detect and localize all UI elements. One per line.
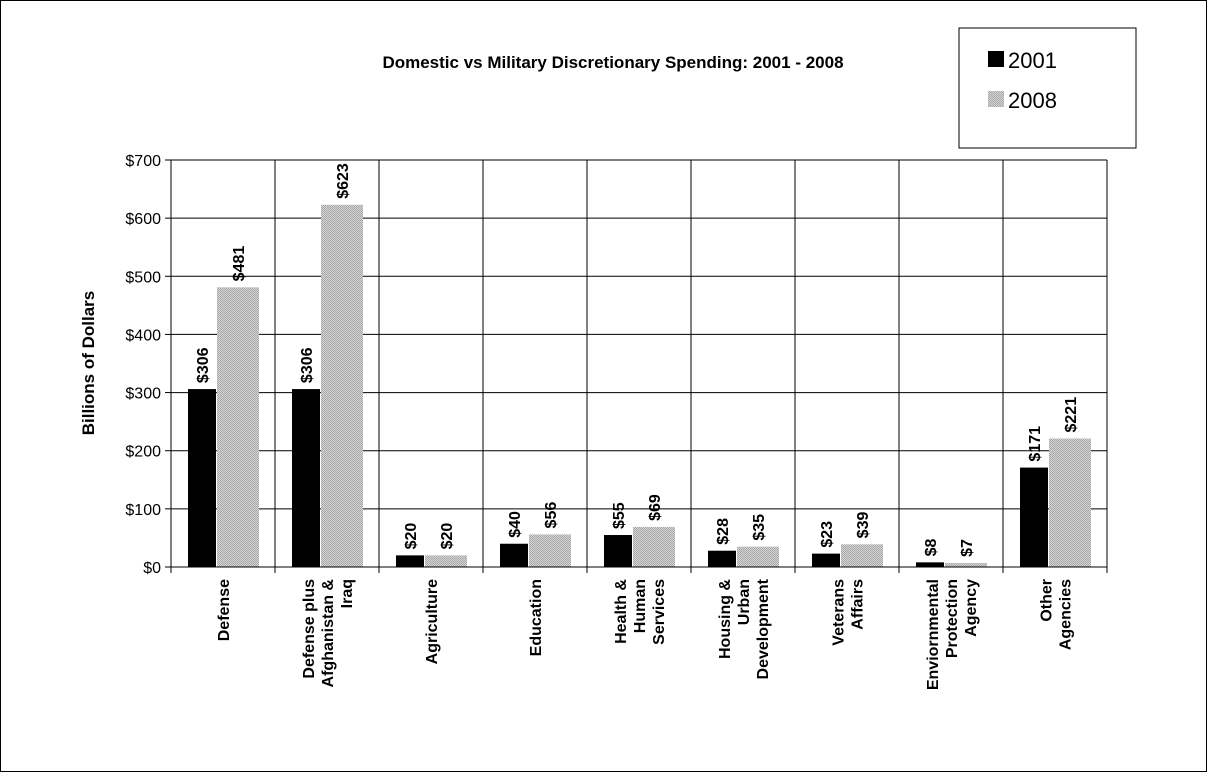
y-tick-label: $0 (143, 560, 161, 577)
data-label-2008: $56 (543, 502, 560, 529)
y-tick-label: $500 (125, 269, 161, 286)
legend: 2001 2008 (958, 27, 1137, 149)
data-labels: $306 $481 $306 $623 $20 $20 $40 $56 $55 $69 $28 $35… (195, 163, 1080, 557)
category-label-line: Health & (613, 579, 630, 644)
category-label-line: Services (651, 579, 668, 645)
category-label-line: Defense (216, 579, 233, 641)
category-label-line: Urban (736, 579, 753, 625)
category-label-line: Enviornmental (925, 579, 942, 690)
legend-swatch-2001 (988, 51, 1004, 67)
data-label-2001: $8 (923, 538, 940, 556)
bar-2008 (321, 204, 363, 567)
data-label-2008: $481 (231, 246, 248, 282)
data-label-2008: $20 (439, 523, 456, 550)
category-label-line: Agency (963, 579, 980, 637)
data-label-2001: $28 (715, 518, 732, 545)
bar-2001 (1020, 467, 1048, 567)
data-label-2001: $171 (1027, 426, 1044, 462)
data-label-2001: $40 (507, 511, 524, 538)
category-label-line: Afghanistan & (320, 579, 337, 688)
bar-2001 (500, 543, 528, 567)
data-label-2008: $69 (647, 494, 664, 521)
y-tick-labels: $0 $100 $200 $300 $400 $500 $600 $700 (125, 153, 161, 577)
category-label-line: Protection (944, 579, 961, 658)
category-labels: Defense Defense plus Afghanistan & Iraq Agri… (216, 578, 1075, 690)
bar-2008 (945, 562, 987, 567)
category-label: Other Agencies (1039, 579, 1075, 650)
legend-box (958, 27, 1137, 149)
category-label: Housing & Urban Development (717, 578, 772, 679)
data-label-2008: $221 (1063, 397, 1080, 433)
category-label-line: Human (632, 579, 649, 633)
category-label-line: Other (1039, 579, 1056, 622)
data-label-2001: $23 (819, 521, 836, 548)
data-label-2001: $306 (195, 347, 212, 383)
bar-2008 (1049, 438, 1091, 567)
category-label-line: Defense plus (301, 579, 318, 679)
category-label: Enviornmental Protection Agency (925, 579, 980, 690)
bar-2001 (396, 555, 424, 567)
data-label-2001: $20 (403, 523, 420, 550)
bar-2008 (529, 534, 571, 567)
y-tick-label: $700 (125, 153, 161, 170)
bar-2001 (812, 553, 840, 567)
category-label-line: Veterans (831, 579, 848, 646)
bar-2008 (841, 544, 883, 567)
category-label-line: Housing & (717, 579, 734, 659)
data-label-2008: $35 (751, 514, 768, 541)
category-label: Agriculture (424, 579, 441, 664)
legend-swatch-2008 (988, 91, 1004, 107)
data-label-2001: $55 (611, 502, 628, 529)
category-label: Education (528, 579, 545, 656)
legend-label-2001: 2001 (1008, 48, 1057, 73)
category-label: Defense plus Afghanistan & Iraq (301, 579, 356, 688)
y-tick-label: $600 (125, 211, 161, 228)
bar-2001 (916, 562, 944, 567)
y-tick-label: $400 (125, 327, 161, 344)
category-label-line: Iraq (339, 579, 356, 608)
data-label-2008: $7 (959, 539, 976, 557)
bars (188, 204, 1091, 567)
category-label-line: Education (528, 579, 545, 656)
category-label-line: Development (755, 578, 772, 679)
bar-2008 (425, 555, 467, 567)
y-tick-label: $300 (125, 386, 161, 403)
category-label-line: Agencies (1058, 579, 1075, 650)
category-label: Health & Human Services (613, 579, 668, 645)
bar-2001 (604, 535, 632, 567)
data-label-2001: $306 (299, 347, 316, 383)
legend-label-2008: 2008 (1008, 88, 1057, 113)
axes (165, 159, 1108, 573)
data-label-2008: $623 (335, 163, 352, 199)
category-label: Veterans Affairs (831, 579, 867, 646)
chart-title: Domestic vs Military Discretionary Spend… (382, 53, 843, 72)
bar-2001 (292, 389, 320, 567)
category-label: Defense (216, 579, 233, 641)
category-label-line: Agriculture (424, 579, 441, 664)
category-label-line: Affairs (850, 579, 867, 630)
y-tick-label: $200 (125, 444, 161, 461)
bar-2008 (633, 526, 675, 567)
y-axis-label: Billions of Dollars (79, 291, 98, 436)
y-tick-label: $100 (125, 502, 161, 519)
bar-2001 (708, 550, 736, 567)
bar-2008 (217, 287, 259, 567)
data-label-2008: $39 (855, 512, 872, 539)
bar-2001 (188, 389, 216, 567)
bar-2008 (737, 546, 779, 567)
